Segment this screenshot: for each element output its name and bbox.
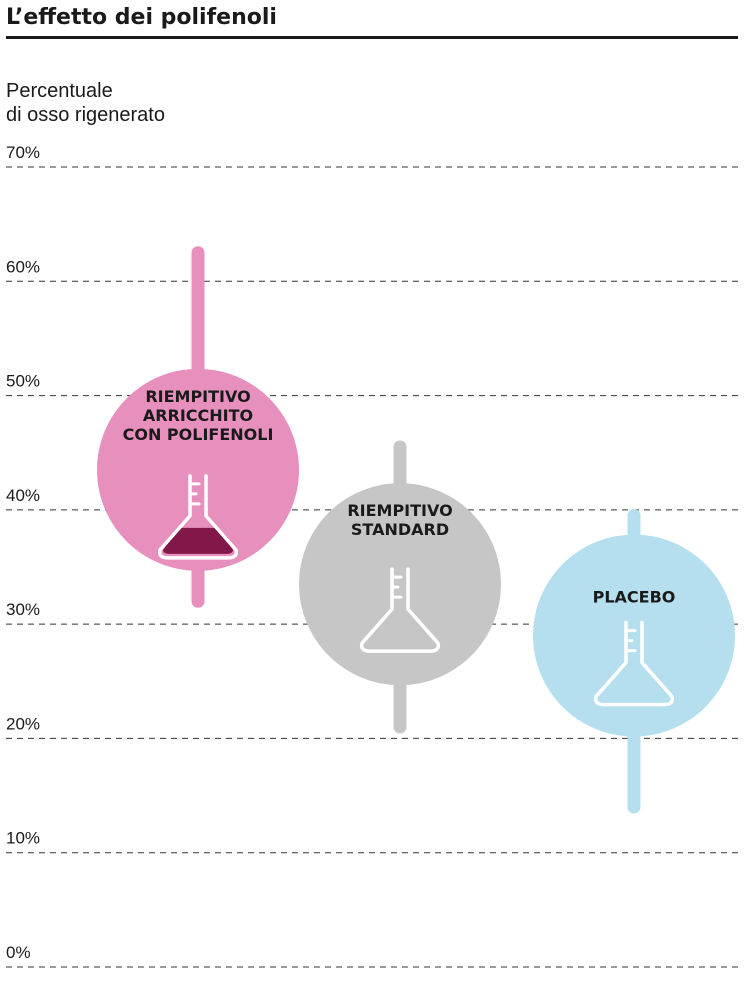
y-tick-label: 10%: [6, 829, 40, 848]
data-point-group: PLACEBO: [533, 509, 735, 814]
flask-outline: [359, 567, 441, 653]
y-axis-label-line-2: di osso rigenerato: [6, 104, 165, 126]
category-label: STANDARD: [351, 520, 449, 539]
flask-empty-icon: [359, 567, 441, 653]
y-axis-label-line-1: Percentuale: [6, 80, 113, 102]
y-tick-label: 20%: [6, 714, 40, 733]
category-label: PLACEBO: [593, 588, 676, 607]
value-circle: [97, 368, 299, 571]
flask-empty-icon: [593, 620, 675, 707]
y-tick-label: 60%: [6, 257, 40, 276]
flask-outline: [157, 474, 239, 560]
y-tick-label: 30%: [6, 600, 40, 619]
category-label: CON POLIFENOLI: [123, 425, 274, 444]
y-tick-label: 40%: [6, 486, 40, 505]
value-circle: [299, 483, 501, 686]
grid: 0% 10% 20% 30% 40% 50% 60% 70%: [6, 143, 743, 968]
flask-liquid: [163, 527, 233, 554]
flask-outline: [593, 620, 675, 707]
category-label: RIEMPITIVO: [347, 501, 452, 520]
y-tick-label: 50%: [6, 372, 40, 391]
value-circle: [533, 534, 735, 737]
category-label: RIEMPITIVO: [145, 387, 250, 406]
chart-title: L’effetto dei polifenoli: [6, 5, 277, 30]
flask-filled-icon: [157, 474, 239, 560]
category-label: ARRICCHITO: [143, 406, 253, 425]
y-tick-label: 70%: [6, 143, 40, 162]
y-tick-label: 0%: [6, 943, 31, 962]
